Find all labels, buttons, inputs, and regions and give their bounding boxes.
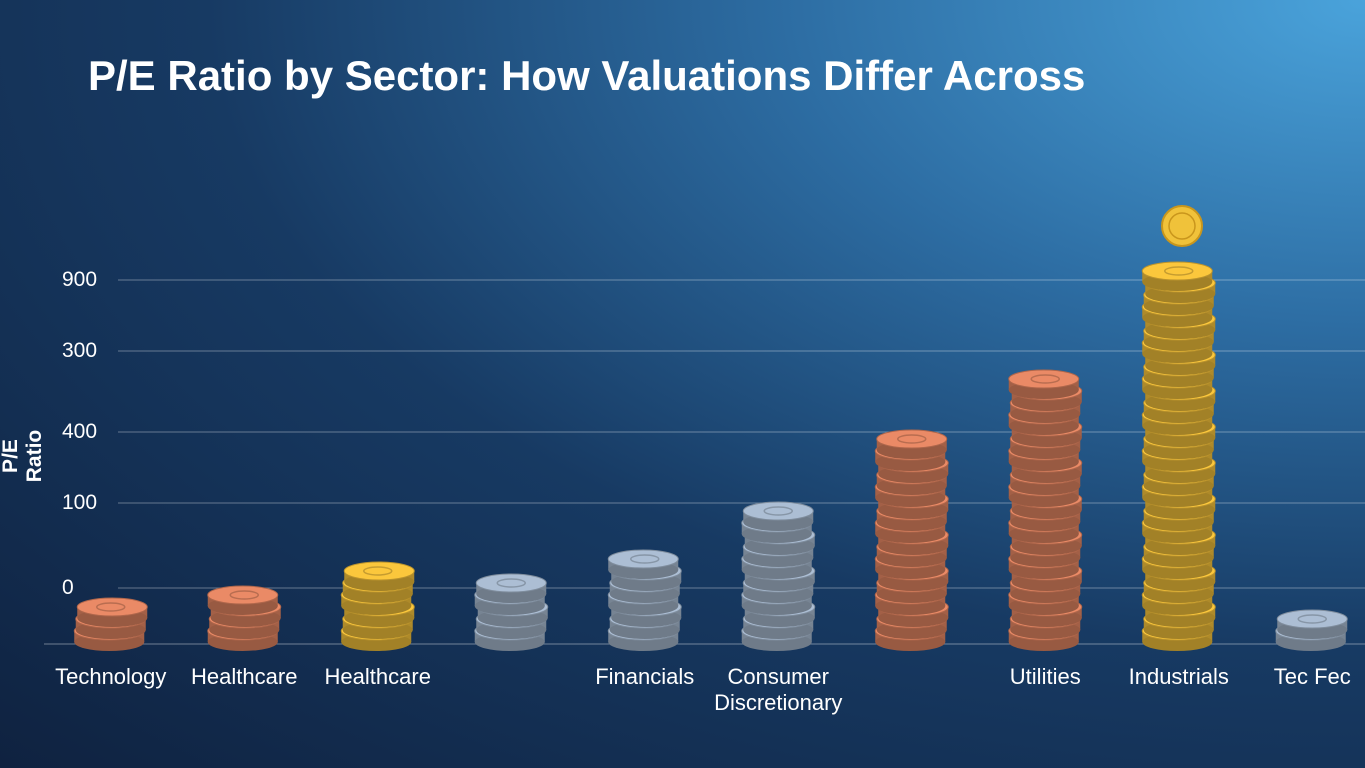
coin-face	[475, 573, 547, 593]
coin-face	[607, 549, 679, 569]
coin-stack	[474, 573, 549, 651]
chart-title: P/E Ratio by Sector: How Valuations Diff…	[88, 52, 1086, 99]
floating-coin-ring	[1168, 212, 1196, 240]
floating-coin	[1161, 205, 1203, 247]
coin-stack	[741, 501, 816, 651]
coin-emblem	[1164, 266, 1194, 276]
coin-stack	[207, 585, 282, 651]
coin-stack	[607, 549, 682, 651]
coin-emblem	[1297, 614, 1327, 624]
coin-emblem	[363, 566, 393, 576]
coin-face	[742, 501, 814, 521]
x-tick-label: Industrials	[1128, 664, 1229, 689]
x-tick-label: Utilities	[1009, 664, 1081, 689]
coin-emblem	[630, 554, 660, 564]
x-tick-label: Consumer Discretionary	[714, 664, 843, 715]
coin-face	[1276, 609, 1348, 629]
y-axis-label: P/E Ratio	[0, 429, 46, 483]
coin-stack	[340, 561, 415, 651]
y-tick-label: 100	[62, 491, 98, 514]
coin-face	[876, 429, 948, 449]
coin-emblem	[496, 578, 526, 588]
x-tick-label: Healthcare	[191, 664, 298, 689]
coin-stack	[1008, 369, 1083, 651]
x-tick-label: Healthcare	[324, 664, 431, 689]
coin-stack	[874, 429, 949, 651]
coin-stack	[1275, 609, 1348, 651]
coin-emblem	[1030, 374, 1060, 384]
coin-face	[343, 561, 415, 581]
coin-emblem	[763, 506, 793, 516]
coin-face	[76, 597, 148, 617]
y-tick-label: 300	[62, 339, 98, 362]
x-tick-label: Technology	[55, 664, 167, 689]
coin-emblem	[229, 590, 259, 600]
coin-emblem	[897, 434, 927, 444]
coin-face	[207, 585, 279, 605]
coin-stack	[73, 597, 148, 651]
coin-face	[1141, 261, 1213, 281]
y-tick-label: 900	[62, 268, 98, 291]
coin-emblem	[96, 602, 126, 612]
x-tick-label: Financials	[595, 664, 695, 689]
y-tick-label: 0	[62, 576, 74, 599]
coin-face	[1008, 369, 1080, 389]
coin-stack	[1141, 261, 1216, 651]
y-tick-label: 400	[62, 420, 98, 443]
x-tick-label: Tec Fec	[1273, 664, 1351, 689]
